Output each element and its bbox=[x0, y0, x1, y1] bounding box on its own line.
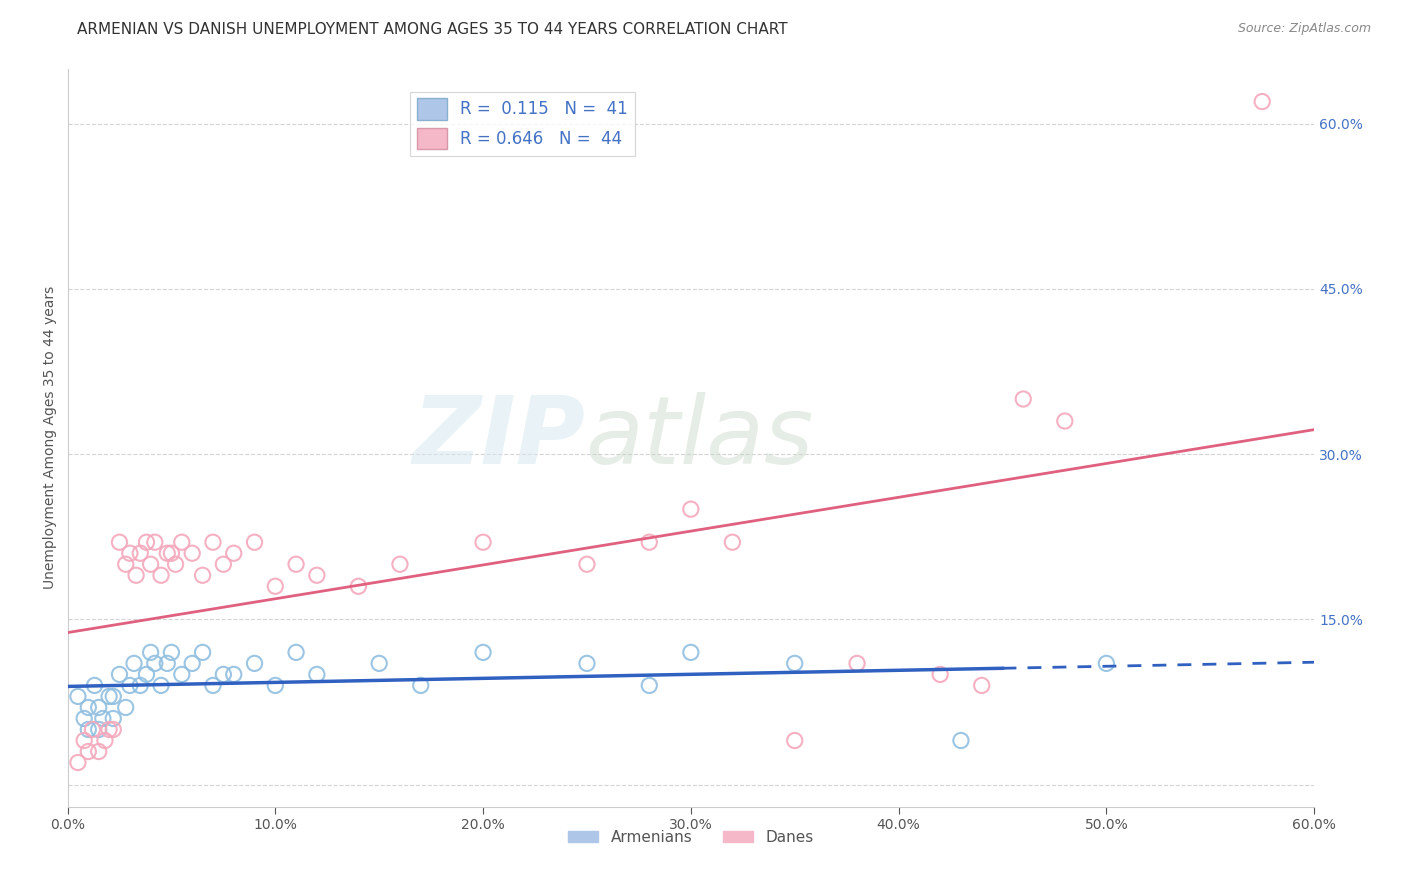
Point bbox=[409, 678, 432, 692]
Point bbox=[264, 579, 287, 593]
Point bbox=[160, 546, 183, 560]
Text: ZIP: ZIP bbox=[412, 392, 585, 483]
Point bbox=[129, 546, 152, 560]
Point bbox=[103, 711, 125, 725]
Point bbox=[347, 579, 370, 593]
Point bbox=[156, 657, 179, 671]
Point bbox=[165, 558, 187, 572]
Point bbox=[243, 535, 266, 549]
Point bbox=[77, 723, 100, 737]
Point bbox=[949, 733, 972, 747]
Point bbox=[129, 678, 152, 692]
Point bbox=[103, 690, 125, 704]
Point bbox=[118, 546, 141, 560]
Point bbox=[1012, 392, 1035, 406]
Point bbox=[191, 568, 214, 582]
Point bbox=[388, 558, 411, 572]
Point bbox=[181, 657, 204, 671]
Text: Source: ZipAtlas.com: Source: ZipAtlas.com bbox=[1237, 22, 1371, 36]
Point bbox=[73, 733, 96, 747]
Point bbox=[143, 657, 166, 671]
Point bbox=[368, 657, 391, 671]
Point bbox=[201, 678, 224, 692]
Text: atlas: atlas bbox=[585, 392, 813, 483]
Point bbox=[929, 667, 952, 681]
Point bbox=[575, 558, 598, 572]
Point bbox=[87, 745, 110, 759]
Point bbox=[139, 645, 162, 659]
Legend: R =  0.115   N =  41, R = 0.646   N =  44: R = 0.115 N = 41, R = 0.646 N = 44 bbox=[411, 92, 634, 156]
Point bbox=[135, 535, 157, 549]
Point bbox=[108, 535, 131, 549]
Point bbox=[94, 733, 117, 747]
Point bbox=[77, 745, 100, 759]
Point bbox=[73, 711, 96, 725]
Point bbox=[305, 568, 328, 582]
Point bbox=[150, 678, 173, 692]
Point bbox=[222, 546, 245, 560]
Point bbox=[679, 645, 702, 659]
Point bbox=[98, 723, 121, 737]
Point bbox=[87, 723, 110, 737]
Point bbox=[160, 645, 183, 659]
Point bbox=[125, 568, 148, 582]
Point bbox=[679, 502, 702, 516]
Point bbox=[1251, 95, 1274, 109]
Point bbox=[98, 690, 121, 704]
Point bbox=[638, 678, 661, 692]
Y-axis label: Unemployment Among Ages 35 to 44 years: Unemployment Among Ages 35 to 44 years bbox=[44, 286, 58, 590]
Point bbox=[305, 667, 328, 681]
Point bbox=[139, 558, 162, 572]
Point bbox=[1095, 657, 1118, 671]
Point bbox=[212, 558, 235, 572]
Point bbox=[135, 667, 157, 681]
Text: ARMENIAN VS DANISH UNEMPLOYMENT AMONG AGES 35 TO 44 YEARS CORRELATION CHART: ARMENIAN VS DANISH UNEMPLOYMENT AMONG AG… bbox=[77, 22, 787, 37]
Point bbox=[143, 535, 166, 549]
Point bbox=[1053, 414, 1076, 428]
Point bbox=[108, 667, 131, 681]
Point bbox=[181, 546, 204, 560]
Point bbox=[575, 657, 598, 671]
Point bbox=[783, 657, 806, 671]
Point bbox=[638, 535, 661, 549]
Point bbox=[970, 678, 993, 692]
Point bbox=[156, 546, 179, 560]
Point bbox=[222, 667, 245, 681]
Point bbox=[82, 723, 104, 737]
Point bbox=[472, 535, 495, 549]
Point bbox=[87, 700, 110, 714]
Point bbox=[191, 645, 214, 659]
Point bbox=[846, 657, 869, 671]
Point bbox=[170, 667, 193, 681]
Point bbox=[66, 690, 89, 704]
Point bbox=[77, 700, 100, 714]
Point bbox=[103, 723, 125, 737]
Point bbox=[118, 678, 141, 692]
Point bbox=[122, 657, 145, 671]
Point bbox=[150, 568, 173, 582]
Point bbox=[212, 667, 235, 681]
Point bbox=[285, 558, 308, 572]
Point bbox=[201, 535, 224, 549]
Point bbox=[285, 645, 308, 659]
Point bbox=[66, 756, 89, 770]
Point bbox=[721, 535, 744, 549]
Point bbox=[83, 678, 105, 692]
Point bbox=[783, 733, 806, 747]
Point bbox=[243, 657, 266, 671]
Point bbox=[472, 645, 495, 659]
Point bbox=[114, 700, 136, 714]
Point bbox=[264, 678, 287, 692]
Point bbox=[91, 711, 114, 725]
Point bbox=[114, 558, 136, 572]
Point bbox=[170, 535, 193, 549]
